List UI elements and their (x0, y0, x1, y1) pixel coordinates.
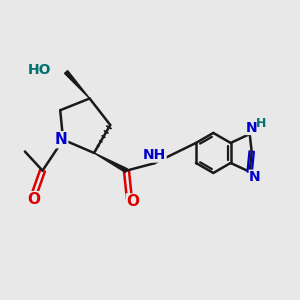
Text: N: N (54, 132, 67, 147)
Text: N: N (54, 132, 67, 147)
Text: H: H (256, 117, 266, 130)
Text: HO: HO (28, 64, 51, 77)
Text: NH: NH (143, 148, 166, 162)
Text: O: O (126, 194, 140, 209)
Text: N: N (246, 121, 257, 135)
Polygon shape (94, 153, 128, 172)
Text: N: N (249, 170, 261, 184)
Polygon shape (64, 70, 90, 98)
Text: O: O (27, 192, 40, 207)
